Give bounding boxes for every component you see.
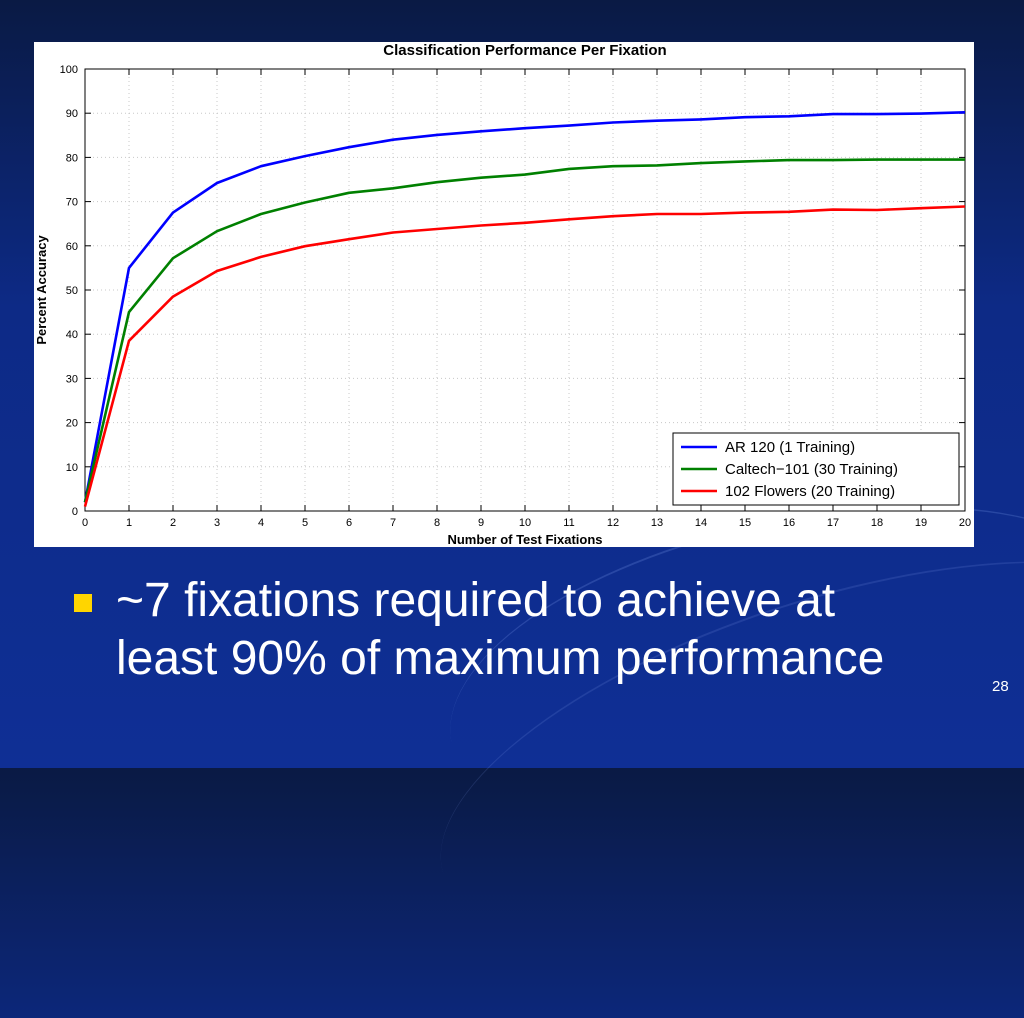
x-tick-label: 19 bbox=[915, 517, 927, 529]
x-tick-label: 11 bbox=[563, 517, 574, 529]
legend-box bbox=[672, 432, 960, 506]
x-tick-label: 17 bbox=[827, 517, 839, 529]
y-tick-label: 80 bbox=[66, 152, 78, 164]
legend-label: 102 Flowers (20 Training) bbox=[725, 483, 895, 500]
x-tick-label: 10 bbox=[519, 517, 531, 529]
line-chart: 0 1 2 3 4 5 6 7 8 9 10 11 12 13 14 15 16 17 18 19 2001020304… bbox=[34, 42, 971, 547]
y-tick-label: 50 bbox=[66, 285, 78, 297]
y-tick-label: 40 bbox=[66, 329, 78, 341]
x-tick-label: 6 bbox=[346, 517, 352, 529]
chart-title: Classification Performance Per Fixation bbox=[383, 42, 666, 59]
chart-panel: 0 1 2 3 4 5 6 7 8 9 10 11 12 13 14 15 16 17 18 19 20 0 10 20 30 4… bbox=[34, 42, 974, 547]
x-axis-label: Number of Test Fixations bbox=[447, 532, 602, 547]
x-tick-label: 12 bbox=[607, 517, 619, 529]
x-tick-label: 16 bbox=[783, 517, 795, 529]
y-tick-label: 30 bbox=[66, 373, 78, 385]
page-number: 28 bbox=[992, 678, 1009, 695]
y-axis-label: Percent Accuracy bbox=[34, 235, 49, 345]
bullet-text: ~7 fixations required to achieve at leas… bbox=[116, 574, 885, 685]
x-tick-label: 3 bbox=[214, 517, 220, 529]
legend-label: Caltech−101 (30 Training) bbox=[725, 461, 898, 478]
x-tick-label: 9 bbox=[478, 517, 484, 529]
series-line bbox=[83, 111, 966, 503]
y-tick-label: 60 bbox=[66, 241, 78, 253]
x-tick-label: 8 bbox=[434, 517, 440, 529]
y-tick-label: 100 bbox=[60, 64, 78, 76]
x-tick-label: 0 bbox=[82, 517, 88, 529]
series-line bbox=[83, 205, 966, 507]
x-tick-label: 4 bbox=[258, 517, 264, 529]
x-tick-label: 18 bbox=[871, 517, 883, 529]
x-tick-label: 2 bbox=[170, 517, 176, 529]
legend: AR 120 (1 Training) Caltech−101 (30 Train… bbox=[672, 432, 960, 506]
series-line bbox=[83, 158, 965, 503]
x-tick-label: 15 bbox=[739, 517, 751, 529]
y-tick-label: 10 bbox=[66, 462, 78, 474]
square-bullet-icon bbox=[74, 594, 92, 612]
x-tick-label: 13 bbox=[651, 517, 663, 529]
y-tick-label: 70 bbox=[66, 197, 78, 209]
x-tick-label: 5 bbox=[302, 517, 308, 529]
y-tick-label: 90 bbox=[66, 108, 78, 120]
x-tick-label: 1 bbox=[126, 517, 132, 529]
x-tick-label: 14 bbox=[695, 517, 707, 529]
y-tick-label: 20 bbox=[66, 418, 78, 430]
y-tick-label: 0 bbox=[72, 506, 78, 518]
x-tick-label: 7 bbox=[390, 517, 396, 529]
x-tick-label: 20 bbox=[959, 517, 971, 529]
legend-label: AR 120 (1 Training) bbox=[725, 439, 855, 456]
